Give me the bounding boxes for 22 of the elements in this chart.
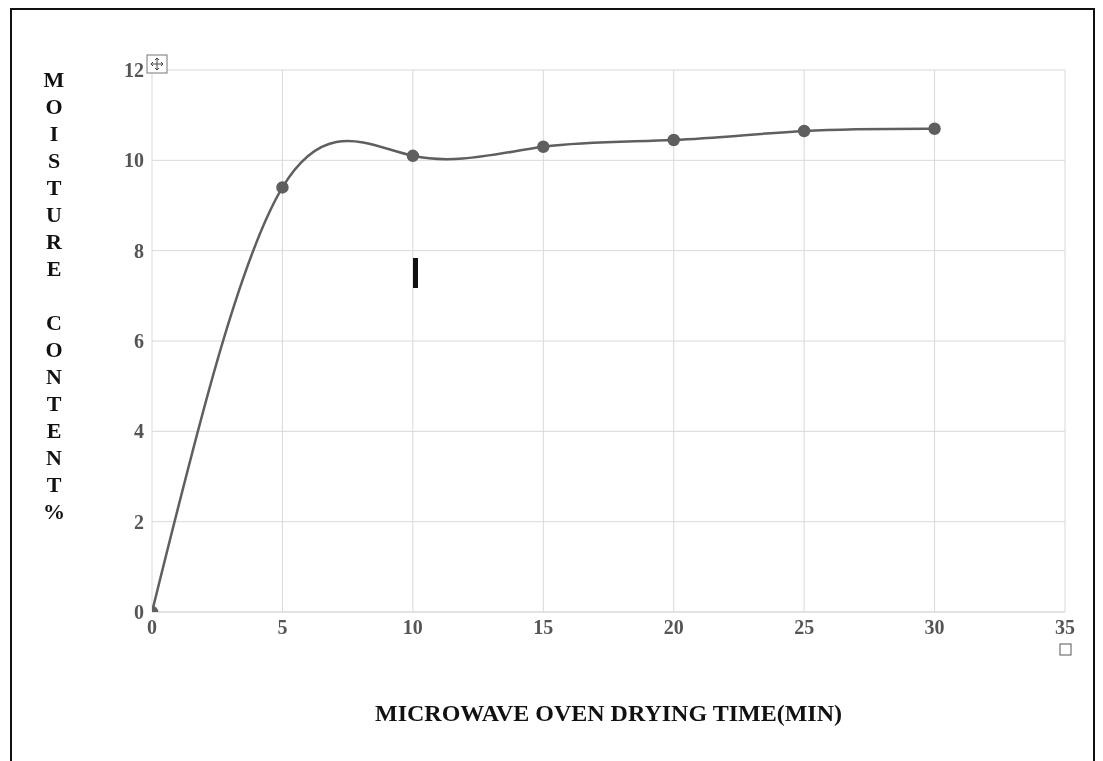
x-tick-label: 20 [663, 616, 684, 639]
y-tick-label: 2 [134, 510, 144, 533]
point [797, 124, 811, 138]
x-tick-label: 5 [277, 616, 288, 639]
point [667, 133, 680, 147]
point [537, 140, 550, 154]
x-tick-label: 10 [402, 616, 423, 639]
x-tick-label: 30 [924, 616, 945, 639]
y-tick-label: 12 [124, 59, 144, 82]
y-tick-label: 6 [134, 330, 144, 353]
x-axis-title: MICROWAVE OVEN DRYING TIME(MIN) [375, 700, 842, 726]
y-tick-label: 4 [134, 420, 144, 443]
point [276, 181, 289, 194]
x-tick-label: 25 [794, 616, 815, 639]
point [406, 149, 420, 163]
text: MOISTURE CONTENT% [43, 67, 65, 524]
x-tick-label: 35 [1055, 616, 1075, 639]
y-tick-label: 0 [134, 601, 144, 624]
y-tick-label: 10 [124, 149, 144, 172]
point [928, 122, 941, 135]
y-tick-label: 8 [134, 239, 144, 262]
x-tick-label: 15 [533, 616, 554, 639]
